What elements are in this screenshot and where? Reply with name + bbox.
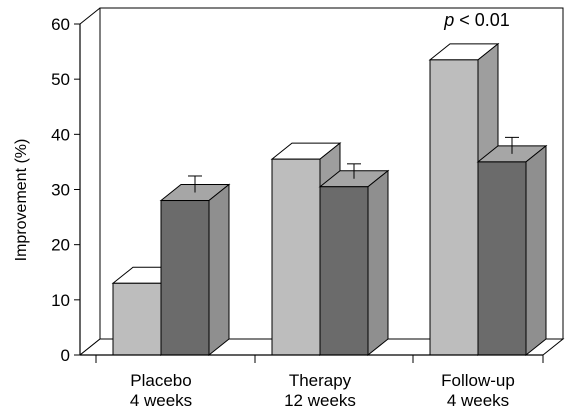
- y-tick-label: 50: [51, 70, 70, 89]
- x-tick-label: Placebo: [130, 371, 191, 390]
- y-tick-label: 60: [51, 15, 70, 34]
- x-tick-label: 4 weeks: [130, 391, 192, 410]
- bar-side-face: [525, 144, 547, 357]
- x-tick-label: 12 weeks: [284, 391, 356, 410]
- bar: [319, 186, 369, 356]
- y-axis: 0 10 20 30 40 50 60: [51, 7, 101, 365]
- y-axis-top-depth: [79, 7, 101, 25]
- annotation-rest: < 0.01: [454, 10, 510, 30]
- y-tick-label: 40: [51, 125, 70, 144]
- y-axis-label: Improvement (%): [13, 139, 30, 262]
- y-tick-label: 0: [61, 346, 70, 365]
- y-tick-label: 30: [51, 181, 70, 200]
- x-tick-label: Therapy: [289, 371, 352, 390]
- y-tick-label: 10: [51, 291, 70, 310]
- bars-group: [111, 42, 548, 357]
- y-tick-label: 20: [51, 236, 70, 255]
- bar-side-face: [367, 169, 389, 357]
- bar: [160, 200, 210, 356]
- bar: [429, 59, 479, 356]
- bar: [477, 161, 527, 356]
- x-tick-label: 4 weeks: [447, 391, 509, 410]
- bar: [112, 282, 162, 356]
- bar-side-face: [208, 183, 230, 357]
- bar: [271, 158, 321, 356]
- significance-annotation: p < 0.01: [443, 10, 510, 30]
- annotation-italic: p: [443, 10, 454, 30]
- x-tick-label: Follow-up: [441, 371, 515, 390]
